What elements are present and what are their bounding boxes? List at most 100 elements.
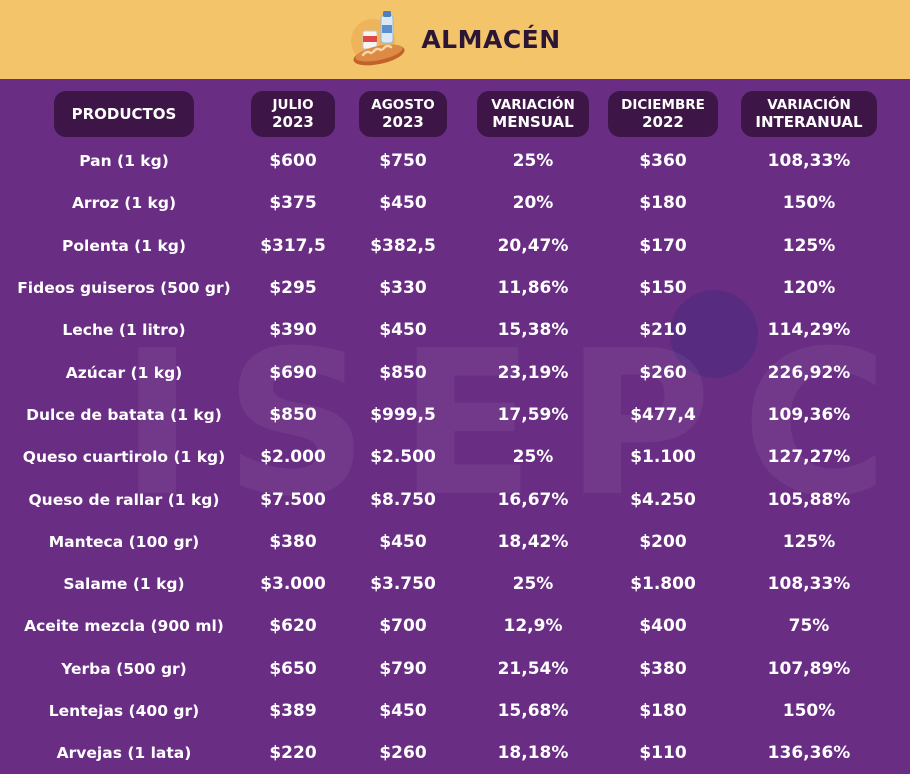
yearly-variation-cell: 114,29% xyxy=(767,320,851,341)
column-header-label: VARIACIÓN xyxy=(491,97,575,113)
column-header-variacion-mensual: VARIACIÓN MENSUAL xyxy=(458,88,608,140)
yearly-variation-cell: 150% xyxy=(782,701,836,721)
monthly-variation-cell: 15,38% xyxy=(497,320,569,341)
product-name-cell: Polenta (1 kg) xyxy=(62,236,186,255)
december-price-cell: $210 xyxy=(639,320,687,341)
product-name-cell: Dulce de batata (1 kg) xyxy=(26,405,222,424)
august-price-cell: $700 xyxy=(379,616,427,637)
column-header-productos: PRODUCTOS xyxy=(10,88,238,140)
yearly-variation-cell: 105,88% xyxy=(767,489,851,510)
table-row: Polenta (1 kg) $317,5 $382,5 20,47% $170 125% xyxy=(10,225,900,267)
product-name-cell: Aceite mezcla (900 ml) xyxy=(24,617,224,636)
december-price-cell: $180 xyxy=(639,701,687,721)
yearly-variation-cell: 150% xyxy=(782,193,836,214)
december-price-cell: $360 xyxy=(639,151,687,172)
table-row: Azúcar (1 kg) $690 $850 23,19% $260 226,92% xyxy=(10,351,900,393)
header-bar: ALMACÉN xyxy=(0,0,910,79)
yearly-variation-cell: 125% xyxy=(782,531,836,552)
column-header-label: AGOSTO xyxy=(371,97,435,113)
august-price-cell: $330 xyxy=(379,278,427,299)
yearly-variation-cell: 108,33% xyxy=(767,151,851,172)
july-price-cell: $375 xyxy=(269,193,317,214)
july-price-cell: $317,5 xyxy=(260,235,326,256)
product-name-cell: Lentejas (400 gr) xyxy=(48,702,200,720)
december-price-cell: $4.250 xyxy=(630,489,696,510)
bread-milk-groceries-icon xyxy=(349,9,409,71)
august-price-cell: $790 xyxy=(379,658,427,679)
august-price-cell: $750 xyxy=(379,151,427,172)
column-header-label: JULIO xyxy=(272,97,314,113)
december-price-cell: $400 xyxy=(639,616,687,637)
column-header-label: PRODUCTOS xyxy=(71,104,177,123)
monthly-variation-cell: 18,42% xyxy=(497,531,569,552)
july-price-cell: $620 xyxy=(269,616,317,637)
december-price-cell: $380 xyxy=(639,658,687,679)
table-body: Pan (1 kg) $600 $750 25% $360 108,33% Arroz (… xyxy=(10,140,900,774)
product-name-cell: Azúcar (1 kg) xyxy=(65,363,183,382)
monthly-variation-cell: 12,9% xyxy=(503,616,563,637)
table-row: Queso de rallar (1 kg) $7.500 $8.750 16,67%… xyxy=(10,478,900,520)
monthly-variation-cell: 16,67% xyxy=(497,489,569,510)
december-price-cell: $200 xyxy=(639,531,687,552)
column-header-variacion-interanual: VARIACIÓN INTERANUAL xyxy=(718,88,900,140)
product-name-cell: Manteca (100 gr) xyxy=(48,532,200,551)
product-name-cell: Leche (1 litro) xyxy=(62,321,186,340)
yearly-variation-cell: 120% xyxy=(782,278,836,299)
yearly-variation-cell: 107,89% xyxy=(767,658,851,679)
august-price-cell: $450 xyxy=(379,701,427,721)
august-price-cell: $450 xyxy=(379,193,427,214)
monthly-variation-cell: 18,18% xyxy=(497,743,569,764)
product-name-cell: Fideos guiseros (500 gr) xyxy=(17,279,231,298)
product-name-cell: Salame (1 kg) xyxy=(63,575,185,594)
product-name-cell: Yerba (500 gr) xyxy=(61,659,187,678)
column-header-julio: JULIO 2023 xyxy=(238,88,348,140)
december-price-cell: $110 xyxy=(639,743,687,764)
december-price-cell: $477,4 xyxy=(630,404,696,425)
august-price-cell: $382,5 xyxy=(370,235,436,256)
column-header-sublabel: MENSUAL xyxy=(492,113,574,131)
column-header-sublabel: 2023 xyxy=(382,113,424,131)
table-row: Lentejas (400 gr) $389 $450 15,68% $180 150% xyxy=(10,690,900,732)
table-row: Pan (1 kg) $600 $750 25% $360 108,33% xyxy=(10,140,900,182)
august-price-cell: $260 xyxy=(379,743,427,764)
product-name-cell: Queso de rallar (1 kg) xyxy=(28,490,220,509)
table-row: Aceite mezcla (900 ml) $620 $700 12,9% $400 7… xyxy=(10,605,900,647)
product-name-cell: Arvejas (1 lata) xyxy=(56,744,192,763)
header-content: ALMACÉN xyxy=(349,9,560,71)
yearly-variation-cell: 109,36% xyxy=(767,404,851,425)
yearly-variation-cell: 226,92% xyxy=(767,362,851,383)
product-name-cell: Pan (1 kg) xyxy=(79,152,169,171)
price-table: PRODUCTOS JULIO 2023 AGOSTO 2023 VARIACI… xyxy=(10,88,900,774)
yearly-variation-cell: 136,36% xyxy=(767,743,851,764)
august-price-cell: $8.750 xyxy=(370,489,436,510)
july-price-cell: $850 xyxy=(269,404,317,425)
yearly-variation-cell: 75% xyxy=(788,616,830,637)
table-row: Manteca (100 gr) $380 $450 18,42% $200 125% xyxy=(10,521,900,563)
table-row: Fideos guiseros (500 gr) $295 $330 11,86% $1… xyxy=(10,267,900,309)
monthly-variation-cell: 15,68% xyxy=(497,701,569,721)
yearly-variation-cell: 108,33% xyxy=(767,574,851,595)
column-header-label: VARIACIÓN xyxy=(767,97,851,113)
monthly-variation-cell: 25% xyxy=(512,151,554,172)
yearly-variation-cell: 125% xyxy=(782,235,836,256)
product-name-cell: Queso cuartirolo (1 kg) xyxy=(22,448,226,467)
august-price-cell: $2.500 xyxy=(370,447,436,468)
table-row: Yerba (500 gr) $650 $790 21,54% $380 107,89% xyxy=(10,648,900,690)
column-header-sublabel: INTERANUAL xyxy=(755,113,863,131)
table-row: Arvejas (1 lata) $220 $260 18,18% $110 136,36… xyxy=(10,732,900,774)
table-row: Dulce de batata (1 kg) $850 $999,5 17,59% $4… xyxy=(10,394,900,436)
monthly-variation-cell: 21,54% xyxy=(497,658,569,679)
monthly-variation-cell: 20% xyxy=(512,193,554,214)
column-header-sublabel: 2023 xyxy=(272,113,314,131)
table-row: Leche (1 litro) $390 $450 15,38% $210 114,29% xyxy=(10,309,900,351)
august-price-cell: $999,5 xyxy=(370,404,436,425)
table-row: Queso cuartirolo (1 kg) $2.000 $2.500 25% $1… xyxy=(10,436,900,478)
december-price-cell: $170 xyxy=(639,235,687,256)
july-price-cell: $2.000 xyxy=(260,447,326,468)
page-title: ALMACÉN xyxy=(421,25,561,54)
august-price-cell: $850 xyxy=(379,362,427,383)
column-header-sublabel: 2022 xyxy=(642,113,684,131)
december-price-cell: $180 xyxy=(639,193,687,214)
december-price-cell: $260 xyxy=(639,362,687,383)
product-name-cell: Arroz (1 kg) xyxy=(71,194,177,213)
